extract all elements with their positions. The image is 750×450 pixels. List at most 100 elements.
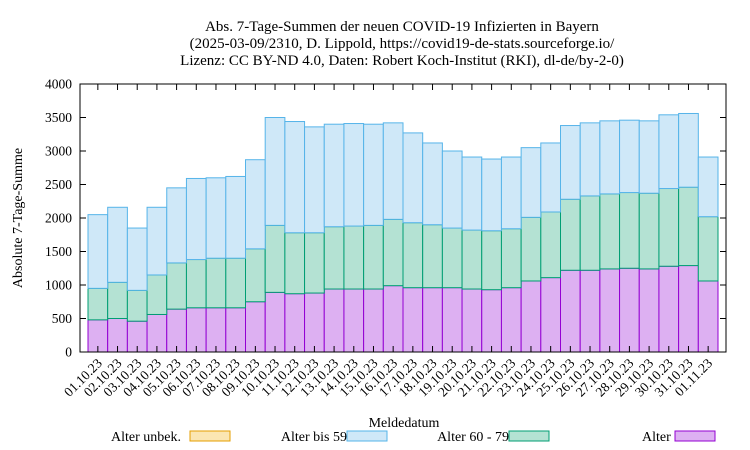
legend-swatch-alter-60-79 (508, 430, 550, 442)
bar-segment-alter-bis-59-9 (245, 159, 266, 250)
bar-segment-alter-bis-59-25 (560, 125, 581, 200)
bar-segment-alter-bis-59-5 (166, 187, 187, 264)
bar-segment-alter-ab-80-22 (500, 287, 522, 353)
bar-segment-alter-60-79-17 (402, 222, 424, 289)
bar-segment-alter-60-79-3 (126, 289, 148, 322)
bar-segment-alter-60-79-20 (461, 229, 483, 290)
bar-segment-alter-ab-80-27 (599, 268, 621, 353)
bar-segment-alter-ab-80-30 (658, 265, 680, 353)
y-axis-title: Absolute 7-Tage-Summe (11, 148, 26, 288)
bar-segment-alter-ab-80-7 (205, 307, 227, 353)
legend-label-alter-bis-59: Alter bis 59 (281, 430, 347, 445)
bar-segment-alter-60-79-21 (481, 230, 502, 291)
y-tick-label: 2000 (45, 211, 72, 226)
bar-segment-alter-bis-59-30 (658, 114, 680, 190)
bar-segment-alter-bis-59-27 (599, 120, 621, 195)
bar-segment-alter-ab-80-31 (678, 265, 699, 353)
bar-segment-alter-bis-59-3 (126, 227, 148, 291)
legend-label-alter-60-79: Alter 60 - 79 (437, 430, 509, 445)
bar-segment-alter-ab-80-20 (461, 288, 483, 353)
bar-segment-alter-bis-59-28 (619, 119, 640, 194)
legend-swatch-alter-ab-80 (674, 430, 716, 442)
bar-segment-alter-bis-59-8 (225, 175, 246, 259)
bar-segment-alter-60-79-19 (441, 227, 463, 289)
bar-segment-alter-bis-59-6 (185, 177, 207, 261)
legend-label-alter-unbek: Alter unbek. (111, 430, 181, 445)
bar-segment-alter-60-79-11 (284, 232, 306, 295)
bar-segment-alter-ab-80-5 (166, 308, 187, 353)
bar-segment-alter-ab-80-10 (264, 291, 286, 353)
bar-segment-alter-60-79-14 (343, 225, 365, 290)
bar-segment-alter-60-79-26 (579, 195, 601, 271)
bar-segment-alter-60-79-15 (363, 224, 384, 290)
bar-segment-alter-ab-80-14 (343, 288, 365, 353)
bar-segment-alter-bis-59-21 (481, 158, 502, 232)
legend-swatch-alter-unbek (189, 430, 231, 442)
bar-segment-alter-60-79-4 (146, 274, 168, 315)
bar-segment-alter-bis-59-32 (697, 156, 719, 218)
y-tick-label: 4000 (45, 77, 72, 92)
bar-segment-alter-bis-59-26 (579, 122, 601, 197)
bar-segment-alter-bis-59-2 (107, 206, 128, 283)
y-tick-label: 500 (52, 311, 73, 326)
bar-segment-alter-60-79-31 (678, 186, 699, 267)
bar-segment-alter-ab-80-28 (619, 267, 640, 353)
bar-segment-alter-bis-59-7 (205, 177, 227, 259)
bar-segment-alter-ab-80-29 (638, 268, 660, 353)
bar-segment-alter-bis-59-4 (146, 206, 168, 276)
bar-segment-alter-60-79-13 (323, 226, 345, 290)
bar-segment-alter-ab-80-9 (245, 301, 266, 353)
x-axis-title: Meldedatum (369, 416, 440, 431)
bar-segment-alter-60-79-10 (264, 224, 286, 293)
bar-segment-alter-ab-80-18 (422, 287, 443, 353)
bar-segment-alter-bis-59-23 (520, 147, 542, 218)
bar-segment-alter-ab-80-32 (697, 280, 719, 353)
bar-segment-alter-bis-59-12 (304, 126, 325, 234)
bar-segment-alter-bis-59-11 (284, 121, 306, 234)
bar-segment-alter-60-79-29 (638, 192, 660, 270)
bar-segment-alter-ab-80-23 (520, 280, 542, 353)
bar-segment-alter-60-79-16 (382, 218, 404, 287)
bar-segment-alter-ab-80-13 (323, 288, 345, 353)
bar-segment-alter-ab-80-26 (579, 269, 601, 353)
y-tick-label: 1500 (45, 244, 72, 259)
bar-segment-alter-bis-59-10 (264, 117, 286, 226)
bars-layer (87, 112, 719, 353)
bar-segment-alter-ab-80-6 (185, 307, 207, 353)
y-tick-label: 2500 (45, 177, 72, 192)
legend: Alter unbek. Alter bis 59 Alter 60 - 79 Alt… (111, 430, 716, 445)
y-tick-label: 1000 (45, 278, 72, 293)
bar-segment-alter-60-79-5 (166, 262, 187, 310)
bar-segment-alter-60-79-23 (520, 216, 542, 282)
bar-segment-alter-ab-80-11 (284, 293, 306, 353)
bar-segment-alter-ab-80-19 (441, 287, 463, 353)
bar-segment-alter-ab-80-12 (304, 292, 325, 353)
chart-title: Abs. 7-Tage-Summen der neuen COVID-19 In… (180, 19, 624, 69)
bar-segment-alter-ab-80-16 (382, 285, 404, 353)
chart-title-line-1: Abs. 7-Tage-Summen der neuen COVID-19 In… (205, 19, 599, 35)
bar-segment-alter-60-79-30 (658, 188, 680, 267)
bar-segment-alter-bis-59-29 (638, 120, 660, 194)
bar-segment-alter-60-79-9 (245, 248, 266, 303)
bar-segment-alter-bis-59-16 (382, 122, 404, 220)
bar-segment-alter-60-79-6 (185, 259, 207, 309)
bar-segment-alter-60-79-28 (619, 192, 640, 269)
y-tick-label: 0 (65, 345, 72, 360)
bar-segment-alter-60-79-2 (107, 281, 128, 320)
bar-segment-alter-bis-59-24 (540, 142, 561, 213)
bar-segment-alter-ab-80-15 (363, 288, 384, 353)
bar-segment-alter-bis-59-17 (402, 132, 424, 224)
bar-segment-alter-ab-80-25 (560, 269, 581, 353)
bar-segment-alter-bis-59-22 (500, 156, 522, 230)
bar-segment-alter-ab-80-24 (540, 277, 561, 353)
bar-segment-alter-bis-59-18 (422, 142, 443, 226)
bar-segment-alter-60-79-27 (599, 193, 621, 270)
bar-segment-alter-bis-59-13 (323, 123, 345, 228)
y-tick-label: 3000 (45, 144, 72, 159)
bar-segment-alter-ab-80-21 (481, 289, 502, 353)
bar-segment-alter-60-79-12 (304, 232, 325, 294)
bar-segment-alter-60-79-25 (560, 198, 581, 271)
bar-segment-alter-60-79-32 (697, 216, 719, 282)
y-tick-label: 3500 (45, 110, 72, 125)
